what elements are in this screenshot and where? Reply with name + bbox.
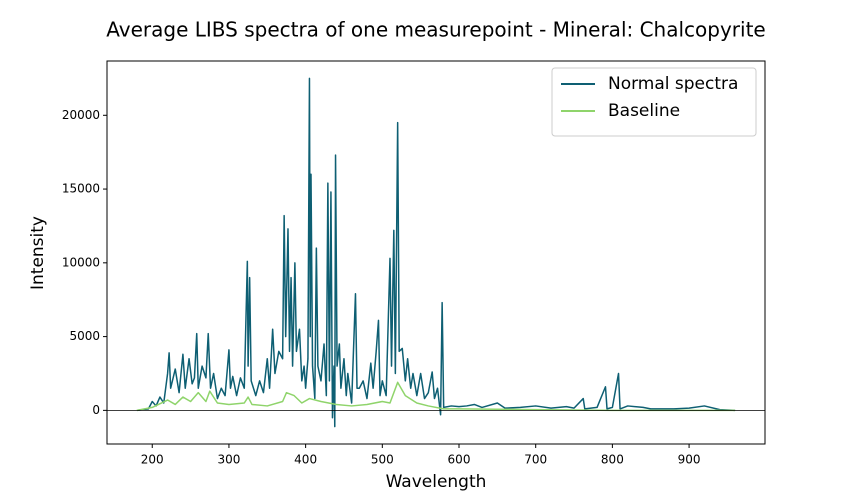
legend-box (551, 67, 757, 137)
x-tick-label: 700 (524, 453, 547, 467)
plot-frame (106, 60, 766, 445)
y-tick-label: 0 (92, 403, 100, 417)
x-tick-label: 400 (294, 453, 317, 467)
series-line (136, 381, 736, 412)
y-tick-label: 15000 (62, 182, 100, 196)
y-tick-label: 10000 (62, 255, 100, 269)
y-tick-label: 5000 (69, 329, 100, 343)
chart-title: Average LIBS spectra of one measurepoint… (106, 18, 765, 42)
legend-label: Baseline (608, 101, 680, 121)
x-tick-label: 800 (601, 453, 624, 467)
series-line (136, 77, 736, 428)
x-tick-label: 900 (678, 453, 701, 467)
x-tick-label: 500 (371, 453, 394, 467)
x-tick-label: 600 (448, 453, 471, 467)
x-tick-label: 200 (141, 453, 164, 467)
x-tick-label: 300 (217, 453, 240, 467)
legend-label: Normal spectra (608, 74, 738, 94)
x-axis-label: Wavelength (386, 472, 487, 492)
y-tick-label: 20000 (62, 108, 100, 122)
y-axis-label: Intensity (28, 216, 48, 290)
